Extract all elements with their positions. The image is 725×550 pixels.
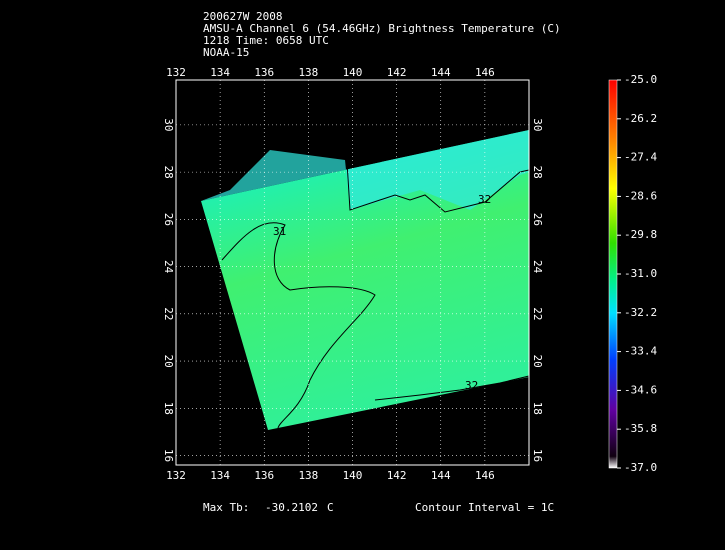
x-tick-label: 144	[431, 469, 451, 482]
x-tick-label: 138	[298, 66, 318, 79]
y-tick-label: 28	[531, 165, 544, 178]
colorbar-tick-label: -32.2	[624, 306, 657, 319]
y-tick-label: 18	[162, 402, 175, 415]
colorbar-tick-label: -26.2	[624, 112, 657, 125]
cold-region	[201, 130, 529, 210]
x-tick-label: 140	[343, 469, 363, 482]
y-tick-label: 26	[162, 213, 175, 226]
y-tick-label: 20	[531, 354, 544, 367]
title-line: 1218 Time: 0658 UTC	[203, 34, 329, 47]
y-tick-label: 20	[162, 354, 175, 367]
colorbar-tick-label: -34.6	[624, 383, 657, 396]
y-tick-label: 24	[531, 260, 544, 274]
y-tick-label: 16	[162, 449, 175, 462]
y-tick-label: 24	[162, 260, 175, 274]
y-tick-label: 30	[531, 118, 544, 131]
colorbar-tick-label: -25.0	[624, 73, 657, 86]
colorbar-tick-label: -28.6	[624, 189, 657, 202]
x-tick-label: 146	[475, 469, 495, 482]
title-line: 200627W 2008	[203, 10, 282, 23]
footer-unit: C	[327, 501, 334, 514]
x-tick-label: 134	[210, 469, 230, 482]
colorbar-tick-label: -35.8	[624, 422, 657, 435]
contour-label: 32	[465, 379, 478, 392]
colorbar-tick-label: -37.0	[624, 461, 657, 474]
colorbar	[608, 79, 618, 469]
y-tick-label: 30	[162, 118, 175, 131]
footer-contour: Contour Interval = 1C	[415, 501, 554, 514]
x-tick-label: 142	[387, 66, 407, 79]
x-tick-label: 136	[254, 469, 274, 482]
y-tick-label: 22	[162, 307, 175, 320]
y-tick-label: 22	[531, 307, 544, 320]
colorbar-tick-label: -27.4	[624, 151, 657, 164]
x-tick-label: 142	[387, 469, 407, 482]
contour	[221, 222, 376, 429]
contour-label: 31	[273, 225, 286, 238]
x-tick-label: 144	[431, 66, 451, 79]
footer-label: Max Tb:	[203, 501, 249, 514]
contour	[374, 375, 530, 401]
y-tick-label: 28	[162, 165, 175, 178]
colorbar-tick-label: -29.8	[624, 228, 657, 241]
x-tick-label: 132	[166, 469, 186, 482]
map-frame	[175, 79, 530, 466]
title-line: NOAA-15	[203, 46, 249, 59]
x-tick-label: 136	[254, 66, 274, 79]
swath	[201, 130, 529, 430]
x-tick-label: 138	[298, 469, 318, 482]
y-tick-label: 18	[531, 402, 544, 415]
x-tick-label: 146	[475, 66, 495, 79]
colorbar-tick-label: -31.0	[624, 267, 657, 280]
footer-value: -30.2102	[265, 501, 318, 514]
x-tick-label: 132	[166, 66, 186, 79]
x-tick-label: 140	[343, 66, 363, 79]
colorbar-tick-label: -33.4	[624, 345, 657, 358]
y-tick-label: 26	[531, 213, 544, 226]
title-line: AMSU-A Channel 6 (54.46GHz) Brightness T…	[203, 22, 561, 35]
contour	[346, 161, 530, 213]
contour-label: 32	[478, 193, 491, 206]
y-tick-label: 16	[531, 449, 544, 462]
x-tick-label: 134	[210, 66, 230, 79]
